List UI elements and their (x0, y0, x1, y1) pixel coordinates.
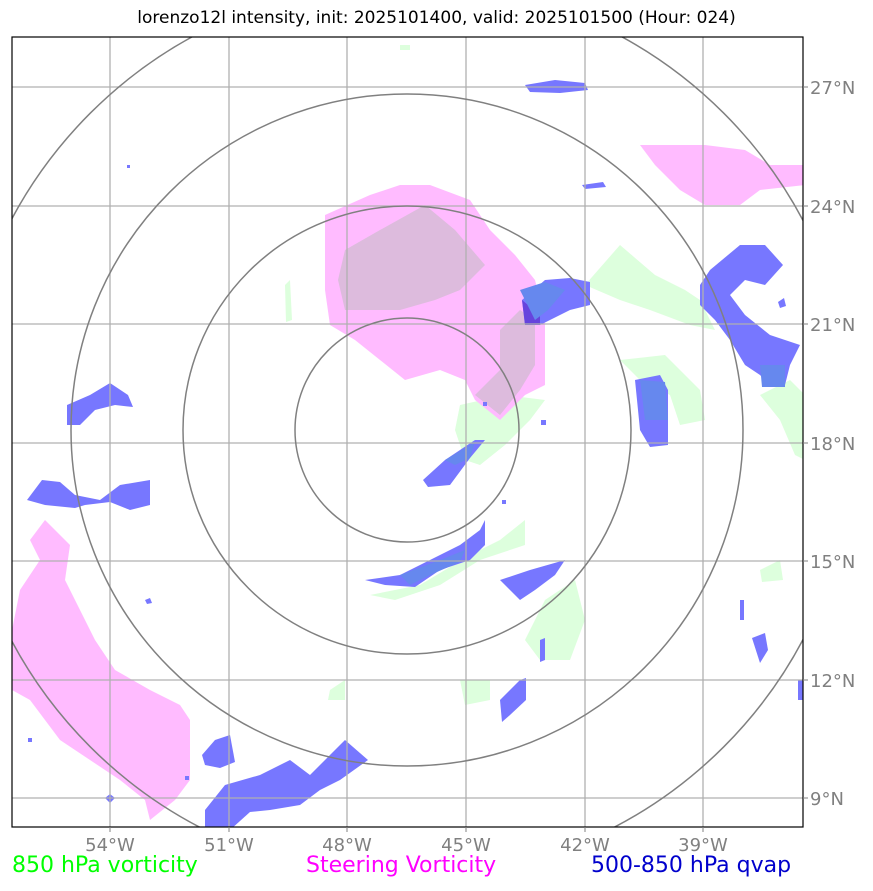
map-title: lorenzo12l intensity, init: 2025101400, … (137, 8, 736, 28)
legend-850hpa-vorticity: 850 hPa vorticity (12, 853, 198, 878)
lon-label-48w: 48°W (322, 835, 372, 856)
lat-label-24n: 24°N (810, 197, 855, 218)
legend-steering-vorticity: Steering Vorticity (306, 853, 497, 878)
lat-label-21n: 21°N (810, 315, 855, 336)
range-ring-3 (70, 93, 744, 767)
legend-qvap: 500-850 hPa qvap (591, 853, 792, 878)
overlap-layer (338, 205, 535, 415)
range-ring-2 (182, 205, 632, 655)
lon-label-45w: 45°W (441, 835, 491, 856)
lon-label-51w: 51°W (204, 835, 254, 856)
qvap-green-overlap-layer (400, 282, 785, 585)
lat-label-9n: 9°N (810, 789, 844, 810)
lon-label-39w: 39°W (678, 835, 728, 856)
axis-ticks (109, 86, 808, 832)
graticule (12, 37, 803, 827)
lon-label-54w: 54°W (85, 835, 135, 856)
lon-label-42w: 42°W (560, 835, 610, 856)
lat-label-12n: 12°N (810, 671, 855, 692)
range-ring-1 (294, 317, 520, 543)
range-rings (12, 37, 803, 827)
map-frame (11, 36, 804, 828)
vorticity-850-layer (285, 45, 803, 705)
lat-label-27n: 27°N (810, 78, 855, 99)
lat-label-15n: 15°N (810, 552, 855, 573)
lat-label-18n: 18°N (810, 434, 855, 455)
